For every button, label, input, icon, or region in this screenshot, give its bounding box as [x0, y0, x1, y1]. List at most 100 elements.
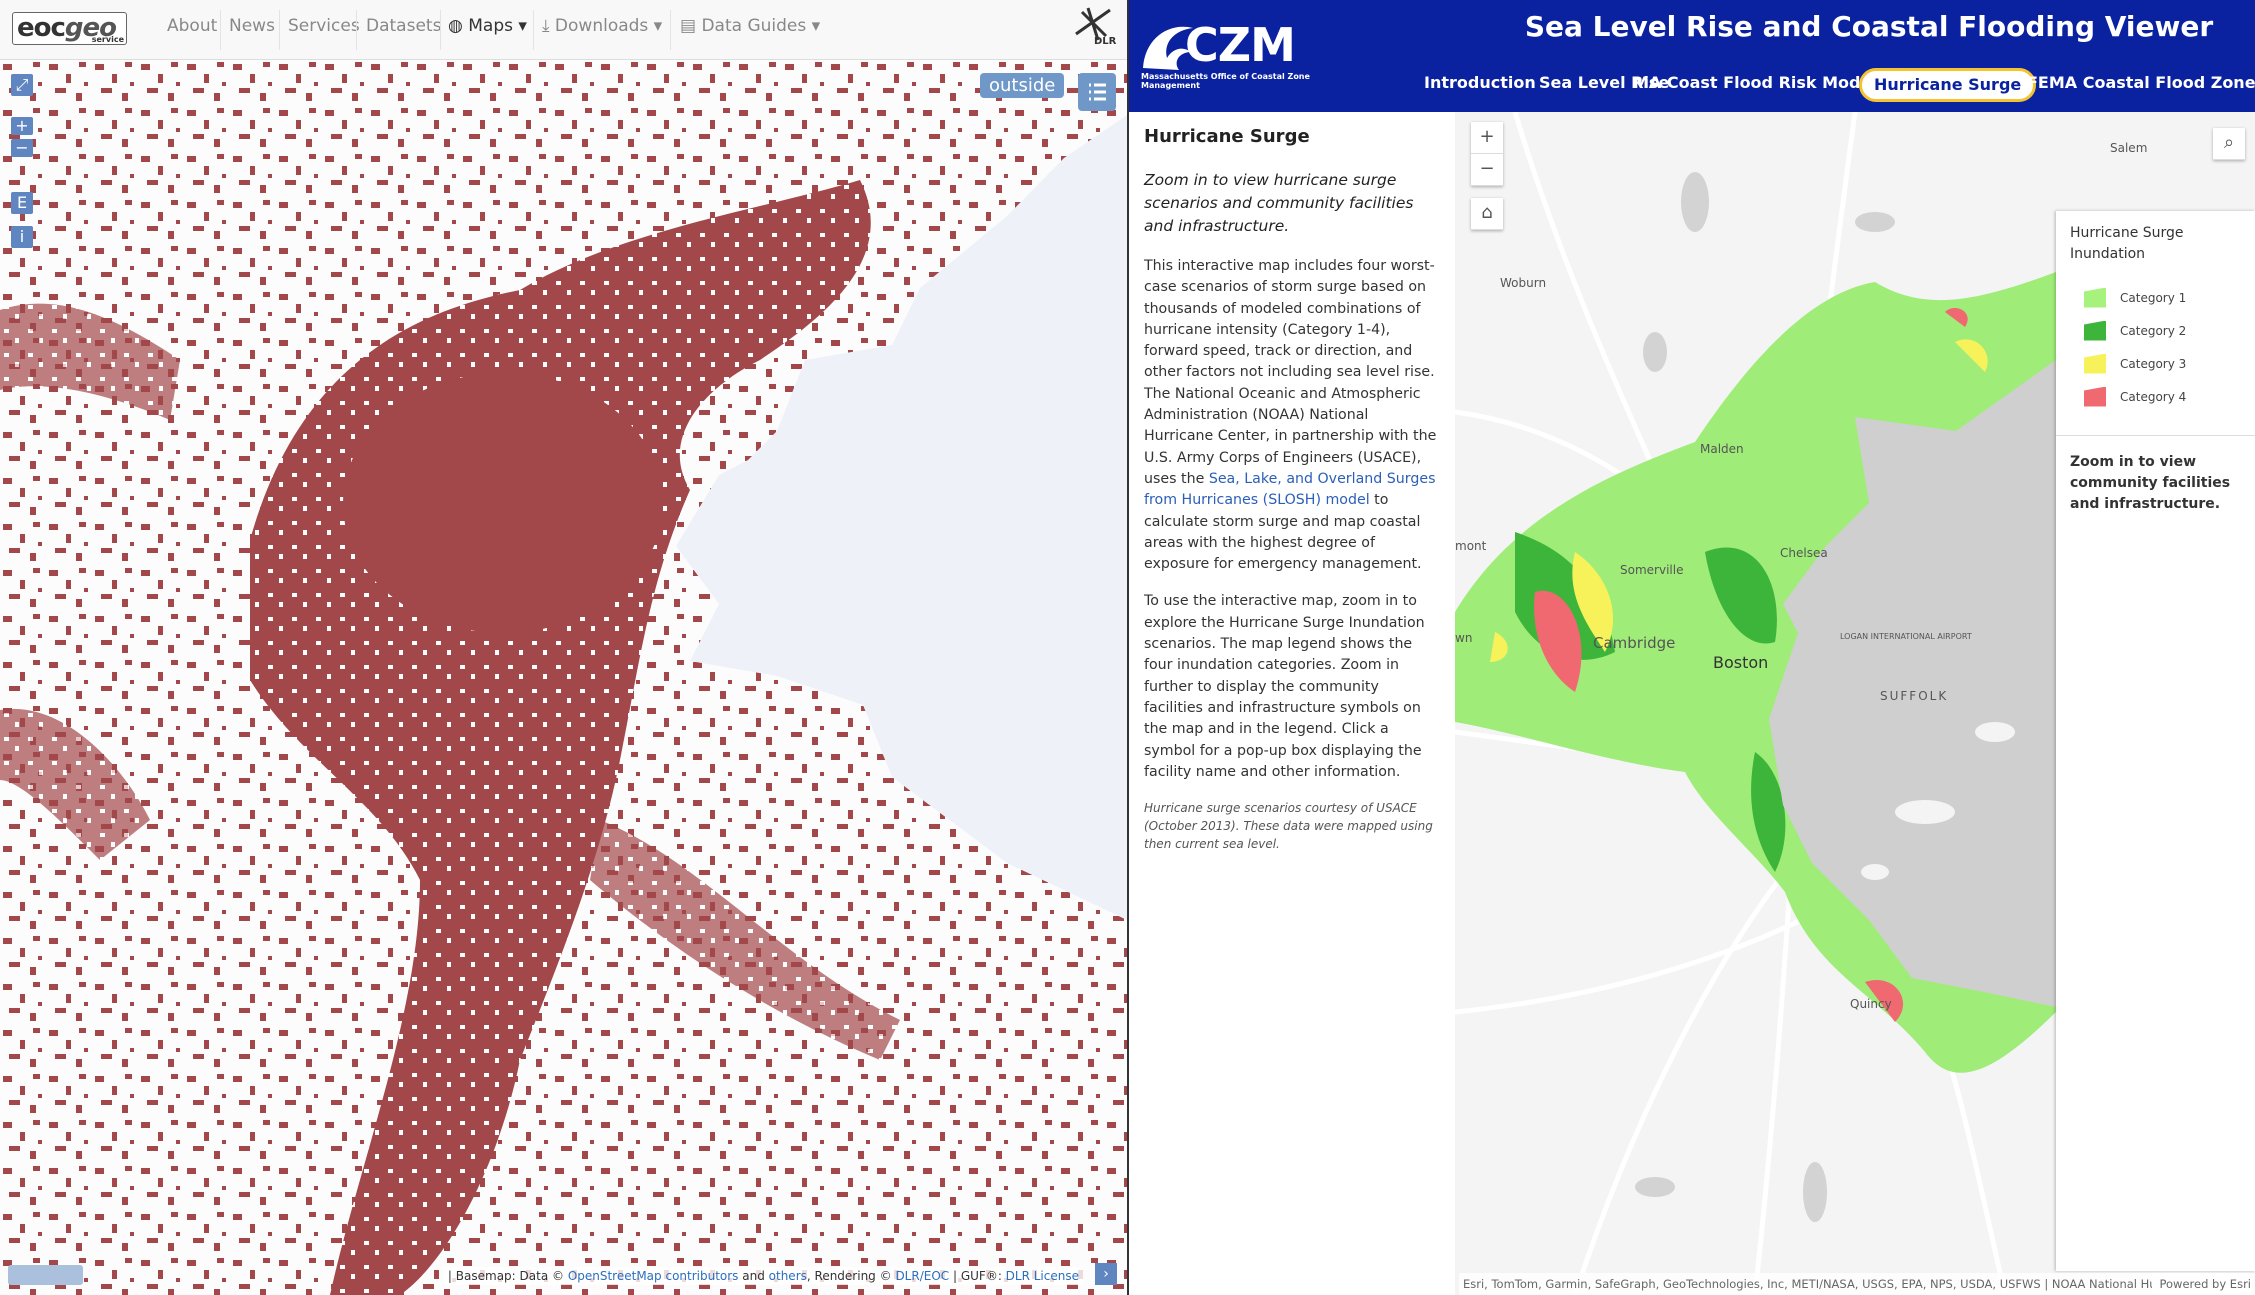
attribution-link[interactable]: others: [768, 1269, 807, 1283]
edit-button[interactable]: E: [11, 192, 33, 214]
ponds: [1635, 172, 1895, 1222]
legend-swatch: [2084, 386, 2106, 407]
attribution-text: and: [738, 1269, 769, 1283]
layers-icon: [1089, 83, 1106, 101]
powered-by: Powered by Esri: [2151, 1273, 2251, 1295]
nav-dropdown[interactable]: ◍ Maps ▾: [448, 16, 527, 36]
separator: [356, 10, 357, 50]
dlr-logo: [1075, 7, 1111, 41]
attribution-link[interactable]: DLR/EOC: [895, 1269, 950, 1283]
place-label: LOGAN INTERNATIONAL AIRPORT: [1840, 632, 1972, 641]
note: Hurricane surge scenarios courtesy of US…: [1144, 801, 1433, 852]
surge-category-2-area: [1515, 532, 1907, 872]
info-button[interactable]: i: [11, 226, 33, 248]
search-button[interactable]: ⌕: [2213, 128, 2245, 160]
legend-swatch: [2084, 353, 2106, 374]
nav-link[interactable]: Datasets: [366, 16, 442, 36]
home-button[interactable]: ⌂: [1471, 198, 1503, 230]
sidebar: Hurricane Surge Zoom in to view hurrican…: [1129, 112, 1455, 1295]
zoom-controls: + −: [1471, 122, 1503, 186]
nav-link[interactable]: Services: [288, 16, 360, 36]
divider: [1127, 0, 1129, 1295]
zoom-in[interactable]: +: [11, 117, 33, 135]
layers-button[interactable]: [1078, 73, 1116, 111]
legend-item: Category 2: [2070, 314, 2241, 347]
sidebar-intro: Zoom in to view hurricane surge scenario…: [1144, 171, 1414, 235]
water: [676, 115, 1127, 920]
separator: [440, 10, 441, 50]
nav-tab[interactable]: Hurricane Surge: [1859, 68, 2037, 102]
nav-label: Data Guides: [701, 16, 807, 36]
nav-dropdown[interactable]: ⤓ Downloads ▾: [542, 16, 663, 36]
nav-tab[interactable]: FEMA Coastal Flood Zones: [2027, 73, 2255, 92]
separator: [533, 10, 534, 50]
separator: [220, 10, 221, 50]
logo-subtitle: Massachusetts Office of Coastal Zone Man…: [1141, 72, 1310, 90]
legend-item: Category 1: [2070, 281, 2241, 314]
nav-tab[interactable]: MA Coast Flood Risk Model: [1633, 73, 1877, 92]
nav-link[interactable]: About: [167, 16, 218, 36]
legend-swatch: [2084, 320, 2106, 341]
text: to calculate storm surge and map coastal…: [1144, 492, 1422, 573]
text: This interactive map includes four worst…: [1144, 258, 1437, 487]
map-canvas: Salem Woburn Malden Chelsea Somerville C…: [1455, 112, 2147, 1295]
nav-link[interactable]: News: [229, 16, 275, 36]
legend-label: Category 1: [2120, 290, 2187, 305]
zoom-out[interactable]: −: [1471, 154, 1503, 186]
place-label: mont: [1455, 539, 1487, 553]
attribution-text: | Basemap: Data ©: [447, 1269, 568, 1283]
place-label: Somerville: [1620, 563, 1683, 577]
attribution-text: , Rendering ©: [806, 1269, 896, 1283]
attribution-link[interactable]: OpenStreetMap contributors: [567, 1269, 739, 1283]
link[interactable]: Sea, Lake, and Overland Surges from Hurr…: [1144, 470, 1436, 509]
zoom-out[interactable]: −: [11, 139, 33, 157]
place-label: Chelsea: [1780, 546, 1828, 560]
urban-fringe: [0, 303, 900, 1060]
attribution: Esri, TomTom, Garmin, SafeGraph, GeoTech…: [1459, 1273, 2255, 1295]
top-nav: eocgeo service About News Services Datase…: [0, 0, 1127, 60]
fullscreen-button[interactable]: ⤢: [11, 74, 33, 96]
place-label: Cambridge: [1593, 634, 1675, 652]
attribution: | Basemap: Data © OpenStreetMap contribu…: [443, 1267, 1083, 1285]
water: [1769, 360, 2056, 1007]
nav-dropdown[interactable]: ▤ Data Guides ▾: [680, 16, 821, 36]
urban-map: [0, 60, 1127, 1295]
nav-label: Maps: [468, 16, 513, 36]
place-label: Malden: [1700, 442, 1744, 456]
legend-label: Category 4: [2120, 389, 2187, 404]
left-viewer: eocgeo service About News Services Datase…: [0, 0, 1127, 1295]
islands: [1861, 722, 2015, 880]
urban-center: [343, 373, 663, 633]
legend-item: Category 3: [2070, 347, 2241, 380]
place-label: Salem: [2110, 141, 2147, 155]
logo-sub: service: [91, 35, 124, 44]
place-label: wn: [1455, 631, 1472, 645]
place-label: Woburn: [1500, 276, 1546, 290]
legend-label: Category 3: [2120, 356, 2187, 371]
header: CZM Massachusetts Office of Coastal Zone…: [1129, 0, 2255, 112]
legend-label: Category 2: [2120, 323, 2187, 338]
legend-swatch: [2084, 287, 2106, 308]
sidebar-heading: Hurricane Surge: [1144, 126, 1310, 147]
nav-tab[interactable]: Sea Level Rise: [1539, 73, 1670, 92]
outside-toggle[interactable]: outside: [980, 73, 1065, 98]
right-viewer: CZM Massachusetts Office of Coastal Zone…: [1129, 0, 2255, 1295]
nav-label: Downloads: [554, 16, 649, 36]
app-title: Sea Level Rise and Coastal Flooding View…: [1524, 10, 2214, 43]
dlr-text: DLR: [1094, 36, 1117, 47]
attribution-link[interactable]: DLR License: [1005, 1269, 1079, 1283]
nav-tab[interactable]: Introduction: [1424, 73, 1536, 92]
paragraph: To use the interactive map, zoom in to e…: [1144, 593, 1425, 780]
separator: [279, 10, 280, 50]
zoom-in[interactable]: +: [1471, 122, 1503, 154]
expand-button[interactable]: ›: [1095, 1263, 1117, 1285]
place-label: Boston: [1713, 653, 1768, 672]
separator: [670, 10, 671, 50]
legend: Hurricane Surge Inundation Category 1 Cat…: [2056, 211, 2255, 1271]
legend-title: Hurricane Surge Inundation: [2070, 225, 2184, 262]
scale-bar: [8, 1265, 83, 1285]
place-label: SUFFOLK: [1880, 689, 1948, 703]
logo-text: eoc: [17, 13, 66, 43]
logo[interactable]: eocgeo service: [12, 12, 127, 45]
